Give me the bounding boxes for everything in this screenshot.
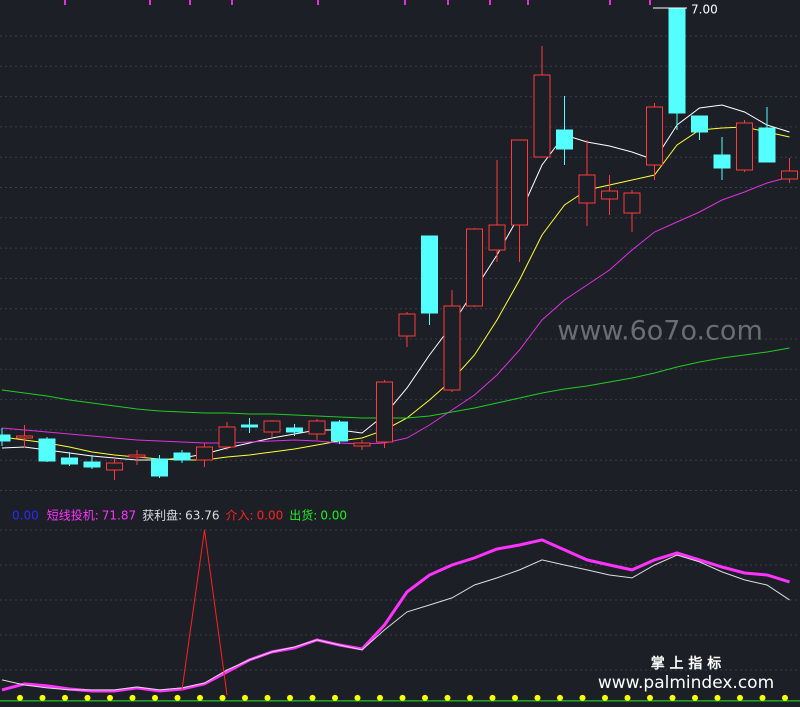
indicator-line (1, 538, 790, 693)
signal-dot (197, 694, 203, 701)
price-annotation: 7.00 (691, 3, 718, 17)
candle-body (466, 228, 483, 307)
candle-body (38, 438, 56, 462)
candle-body (218, 426, 236, 448)
signal-dot (107, 694, 113, 701)
candle-body (736, 122, 753, 171)
legend-value: 71.87 (102, 509, 136, 523)
indicator-line (1, 554, 790, 691)
candle-body (353, 442, 371, 447)
candle-body (646, 106, 663, 166)
signal-dot (399, 694, 406, 701)
signal-dot (39, 694, 46, 701)
ma-line (1, 347, 790, 419)
signal-dot (737, 694, 743, 701)
candle-body (241, 424, 258, 428)
legend-value: 0.00 (320, 509, 347, 523)
candle-body (781, 170, 798, 180)
signal-dot (422, 694, 428, 701)
candle-body (578, 174, 596, 204)
signal-dot (377, 694, 383, 701)
candle-body (421, 235, 438, 314)
decoration (0, 0, 800, 671)
signal-dot (332, 694, 338, 701)
candle-body (398, 313, 416, 337)
readout: 0.00 (12, 509, 39, 523)
candle-body (308, 420, 326, 435)
indicator-line (181, 529, 228, 696)
signal-dot (17, 694, 23, 701)
signal-dot (624, 694, 631, 701)
candle-body (106, 462, 123, 471)
candle-body (173, 452, 191, 461)
candle-body (713, 154, 731, 169)
candle-body (623, 192, 641, 214)
signal-dot (489, 694, 496, 701)
candle-body (556, 129, 573, 150)
candle-body (16, 435, 33, 439)
signal-dot (602, 694, 608, 701)
signal-dot (219, 694, 226, 701)
legend-label: 短线投机: (47, 508, 99, 523)
signal-dot (782, 694, 788, 701)
signal-dot (129, 694, 136, 701)
signal-dot (444, 694, 451, 701)
signal-dot (264, 694, 271, 701)
legend-value: 0.00 (257, 509, 284, 523)
candle-body (263, 420, 281, 433)
signal-dot (152, 694, 158, 701)
signal-dot (287, 694, 293, 701)
ma-line (1, 176, 790, 445)
legend-label: 介入: (226, 509, 254, 523)
signal-dot (62, 694, 68, 701)
signal-dot (512, 694, 518, 701)
candle-body (196, 446, 213, 461)
signal-dot (647, 694, 653, 701)
candle-body (331, 421, 348, 442)
signal-dot (242, 694, 248, 701)
signal-dot (669, 694, 676, 701)
signal-dot (354, 694, 361, 701)
candle-body (691, 115, 708, 133)
candle-body (83, 461, 101, 468)
candle-body (533, 74, 551, 158)
watermark: 掌 上 指 标 (651, 655, 722, 672)
signal-dot (692, 694, 698, 701)
watermark: www.6o7o.com (557, 316, 763, 347)
signal-dot (309, 694, 316, 701)
candle-body (668, 7, 686, 114)
signal-dot (174, 694, 181, 701)
signal-dot (714, 694, 721, 701)
signal-dot (557, 694, 563, 701)
candle-body (0, 434, 11, 442)
signal-dot (534, 694, 541, 701)
candle-body (488, 224, 506, 251)
signal-dot (759, 694, 766, 701)
legend-value: 63.76 (185, 509, 219, 523)
signal-dot (467, 694, 473, 701)
candle-body (128, 454, 146, 458)
signal-dot (579, 694, 586, 701)
candle-body (443, 305, 461, 391)
candle-body (601, 190, 618, 200)
candle-body (151, 458, 168, 477)
candle-body (758, 127, 776, 163)
legend-label: 出货: (289, 508, 317, 523)
candle-body (511, 139, 528, 226)
watermark: www.palmindex.com (598, 673, 774, 693)
candle-body (286, 427, 303, 433)
legend-label: 获利盘: (142, 508, 182, 523)
signal-dot (84, 694, 91, 701)
candle-body (61, 457, 78, 465)
candle-body (376, 381, 393, 443)
